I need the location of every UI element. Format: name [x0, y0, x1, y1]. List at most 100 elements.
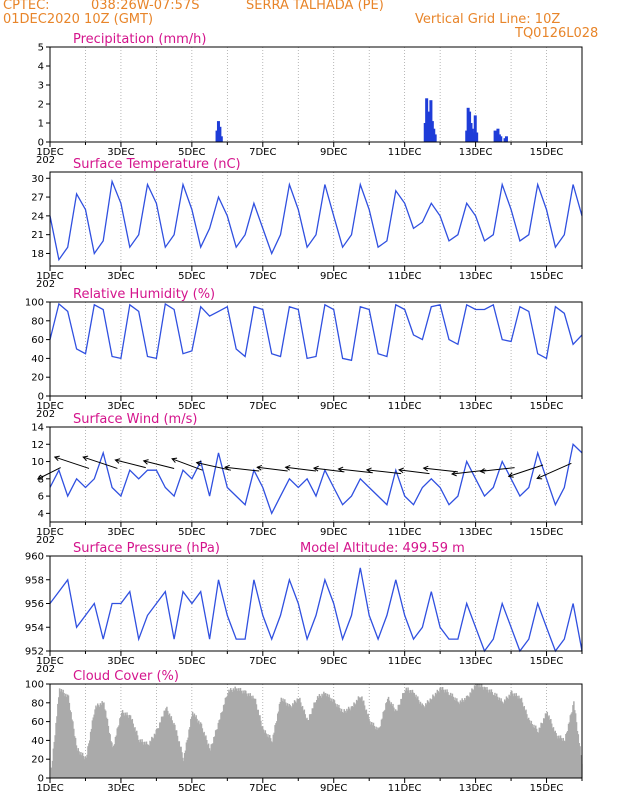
- cloud-bar: [74, 737, 77, 778]
- cloud-bar: [408, 690, 410, 778]
- cloud-bar: [384, 709, 386, 778]
- cloud-bar: [108, 732, 111, 778]
- cloud-bar: [341, 712, 344, 778]
- wind-arrow: [115, 459, 146, 469]
- cloud-bar: [372, 722, 375, 778]
- x-tick-label: 7DEC: [249, 147, 276, 158]
- cloud-bar: [521, 702, 524, 778]
- cloud-bar: [535, 728, 538, 778]
- cloud-bar: [579, 746, 581, 778]
- cloud-bar: [470, 693, 472, 778]
- x-tick-label: 9DEC: [320, 783, 347, 794]
- cloud-bar: [368, 718, 370, 778]
- cloud-bar: [509, 696, 511, 778]
- cloud-bar: [419, 701, 422, 778]
- cloud-bar: [331, 701, 334, 778]
- x-year-stub: 202: [36, 409, 55, 420]
- cloud-bar: [508, 694, 510, 778]
- cloud-bar: [148, 745, 150, 778]
- cloud-bar: [501, 701, 503, 778]
- cloud-bar: [429, 698, 431, 778]
- cloud-bar: [556, 735, 558, 778]
- cloud-bar: [201, 728, 204, 778]
- cloud-bar: [540, 722, 542, 778]
- cloud-bar: [205, 735, 207, 778]
- cloud-bar: [109, 734, 111, 778]
- cloud-bar: [550, 723, 553, 778]
- cloud-bar: [271, 742, 274, 778]
- cloud-bar: [564, 741, 566, 778]
- cloud-bar: [469, 692, 471, 778]
- x-tick-label: 13DEC: [459, 147, 493, 158]
- cloud-bar: [423, 706, 425, 778]
- cloud-bar: [427, 701, 430, 778]
- cloud-bar: [163, 710, 165, 778]
- x-tick-label: 1DEC: [36, 783, 63, 794]
- cloud-bar: [199, 722, 202, 778]
- cloud-bar: [102, 702, 104, 778]
- header-model: TQ0126L028: [515, 26, 599, 41]
- x-tick-label: 5DEC: [178, 147, 205, 158]
- cloud-bar: [568, 722, 571, 778]
- cloud-bar: [482, 689, 485, 778]
- cloud-bar: [505, 696, 508, 778]
- cloud-bar: [135, 731, 137, 778]
- wind-arrow: [366, 469, 402, 475]
- cloud-bar: [184, 750, 187, 778]
- cloud-bar: [355, 699, 358, 778]
- x-tick-label: 15DEC: [530, 271, 564, 282]
- wind-arrow: [196, 462, 231, 471]
- x-tick-label: 1DEC: [36, 271, 63, 282]
- cloud-bar: [277, 711, 280, 778]
- cloud-bar: [68, 702, 71, 778]
- cloud-bar: [104, 709, 106, 778]
- cloud-bar: [120, 712, 123, 778]
- cloud-bar: [288, 703, 290, 778]
- cloud-bar: [291, 707, 293, 778]
- x-tick-label: 3DEC: [107, 527, 134, 538]
- cloud-bar: [353, 702, 355, 778]
- cloud-bar: [183, 761, 185, 778]
- cloud-bar: [91, 720, 94, 778]
- cloud-bar: [527, 718, 529, 778]
- cloud-bar: [139, 739, 142, 778]
- cloud-bar: [445, 692, 447, 778]
- cloud-bar: [533, 724, 535, 778]
- cloud-bar: [362, 701, 364, 778]
- cloud-bar: [555, 733, 557, 778]
- cloud-bar: [405, 687, 408, 778]
- cloud-bar: [211, 743, 213, 778]
- cloud-bar: [462, 700, 464, 778]
- cloud-bar: [240, 690, 243, 778]
- x-tick-label: 13DEC: [459, 656, 493, 667]
- cloud-bar: [210, 744, 212, 778]
- precip-bar: [473, 115, 477, 142]
- cloud-bar: [115, 735, 118, 778]
- panel-pressure: Surface Pressure (hPa) Model Altitude: 49…: [25, 541, 583, 675]
- y-tick-label: 80: [31, 316, 44, 327]
- cloud-bar: [342, 712, 345, 778]
- cloud-bar: [563, 740, 565, 778]
- cloud-bar: [356, 700, 359, 778]
- cloud-bar: [530, 720, 533, 778]
- cloud-bar: [83, 759, 86, 778]
- cloud-bar: [268, 737, 270, 778]
- wind-arrow-head: [398, 467, 404, 474]
- cloud-bar: [346, 708, 348, 778]
- cloud-bar: [504, 700, 507, 778]
- cloud-bar: [400, 698, 402, 778]
- cloud-bar: [554, 730, 556, 778]
- cloud-bar: [284, 702, 287, 778]
- y-tick-label: 0: [38, 138, 44, 149]
- cloud-bar: [516, 695, 518, 778]
- cloud-bar: [259, 715, 261, 778]
- panel-rh: Relative Humidity (%) 0 20 40 60 80 100 1DEC 3DE…: [25, 287, 583, 420]
- y-tick-label: 954: [25, 623, 44, 634]
- cloud-bar: [151, 736, 153, 778]
- cloud-bar: [491, 692, 494, 778]
- cloud-bar: [549, 720, 551, 778]
- cloud-bar: [167, 715, 170, 778]
- cloud-bar: [456, 698, 458, 778]
- cloud-bar: [316, 696, 319, 778]
- cloud-bar: [128, 717, 130, 778]
